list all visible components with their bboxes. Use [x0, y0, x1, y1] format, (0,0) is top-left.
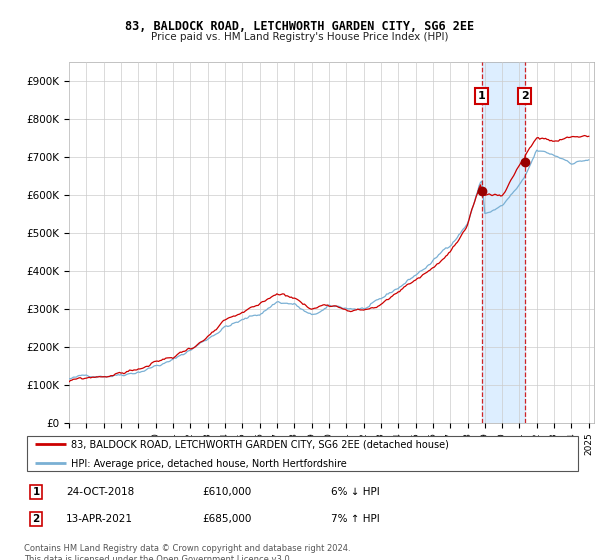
Text: £685,000: £685,000: [203, 514, 252, 524]
Text: 24-OCT-2018: 24-OCT-2018: [66, 487, 134, 497]
Text: 83, BALDOCK ROAD, LETCHWORTH GARDEN CITY, SG6 2EE: 83, BALDOCK ROAD, LETCHWORTH GARDEN CITY…: [125, 20, 475, 32]
Text: 83, BALDOCK ROAD, LETCHWORTH GARDEN CITY, SG6 2EE (detached house): 83, BALDOCK ROAD, LETCHWORTH GARDEN CITY…: [71, 440, 449, 450]
Text: Price paid vs. HM Land Registry's House Price Index (HPI): Price paid vs. HM Land Registry's House …: [151, 32, 449, 42]
Bar: [482, 62, 524, 423]
Text: 1: 1: [478, 91, 485, 101]
Text: 2: 2: [32, 514, 40, 524]
Text: £610,000: £610,000: [203, 487, 252, 497]
Text: 7% ↑ HPI: 7% ↑ HPI: [331, 514, 380, 524]
Text: 2: 2: [521, 91, 529, 101]
Text: 6% ↓ HPI: 6% ↓ HPI: [331, 487, 380, 497]
FancyBboxPatch shape: [27, 436, 578, 472]
Text: 13-APR-2021: 13-APR-2021: [66, 514, 133, 524]
Text: HPI: Average price, detached house, North Hertfordshire: HPI: Average price, detached house, Nort…: [71, 459, 347, 469]
Text: Contains HM Land Registry data © Crown copyright and database right 2024.
This d: Contains HM Land Registry data © Crown c…: [24, 544, 350, 560]
Text: 1: 1: [32, 487, 40, 497]
